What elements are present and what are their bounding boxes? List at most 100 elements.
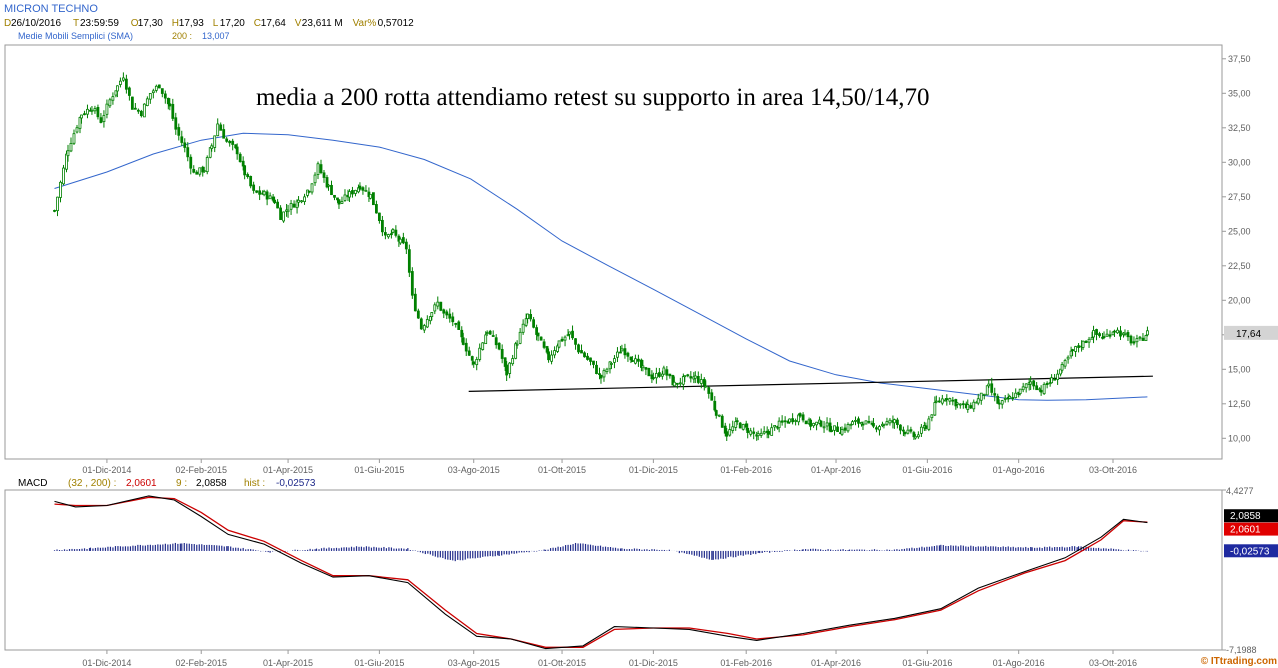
x-tick-label: 01-Dic-2014	[82, 465, 131, 475]
candle-body	[1098, 333, 1101, 337]
candle-body	[497, 342, 501, 350]
candle-body	[481, 342, 485, 350]
candle-body	[1066, 356, 1070, 360]
candle-body	[276, 201, 279, 209]
candle-body	[788, 418, 792, 423]
macd-y-tick-label: 4,4277	[1226, 486, 1254, 496]
candle-body	[62, 167, 65, 185]
candle-body	[59, 181, 62, 198]
candle-body	[213, 135, 217, 148]
price-y-tick-label: 35,00	[1228, 88, 1251, 98]
candle-body	[454, 323, 458, 325]
candle-body	[316, 163, 320, 175]
candle-body	[307, 190, 311, 193]
candle-body	[801, 414, 805, 421]
price-y-tick-label: 25,00	[1228, 226, 1251, 236]
candle-body	[413, 293, 417, 312]
candle-body	[563, 336, 567, 341]
candle-body	[508, 362, 512, 374]
candle-body	[780, 420, 784, 423]
candle-body	[500, 348, 504, 359]
candle-body	[535, 327, 539, 335]
candle-body	[854, 420, 857, 422]
candle-body	[210, 145, 214, 149]
candle-body	[566, 334, 570, 337]
candle-body	[903, 431, 907, 435]
candle-body	[154, 85, 158, 91]
candle-body	[613, 358, 616, 363]
ohlc-value: 23,611 M	[302, 18, 343, 29]
ohlc-readout: D 26/10/2016 T 23:59:59 O 17,30 H 17,93 L 17,20 C 1…	[4, 18, 414, 29]
candle-body	[704, 385, 708, 388]
candle-body	[846, 424, 850, 432]
candle-body	[273, 199, 276, 204]
x-tick-label: 01-Ago-2016	[993, 658, 1045, 668]
candle-body	[610, 363, 613, 365]
candle-body	[115, 85, 119, 92]
candle-body	[118, 80, 122, 85]
candle-body	[1102, 336, 1106, 338]
candle-body	[361, 187, 365, 191]
candle-body	[121, 77, 125, 81]
candle-body	[475, 359, 479, 366]
candle-body	[80, 114, 83, 119]
candle-body	[553, 350, 556, 356]
candle-body	[969, 405, 973, 409]
candle-body	[809, 419, 812, 427]
candle-body	[626, 352, 630, 357]
candle-body	[208, 147, 212, 158]
candle-body	[913, 435, 917, 439]
candle-body	[634, 358, 637, 364]
candle-body	[416, 310, 420, 319]
candle-body	[654, 373, 658, 379]
candle-body	[574, 338, 577, 345]
candle-body	[943, 399, 947, 402]
candle-body	[647, 367, 651, 377]
candle-body	[364, 189, 368, 192]
candle-body	[268, 195, 272, 200]
candle-body	[951, 399, 955, 402]
candle-body	[961, 403, 965, 406]
candle-body	[325, 177, 329, 188]
candle-body	[186, 147, 190, 158]
candle-body	[198, 167, 202, 175]
candle-body	[75, 127, 79, 133]
candle-body	[924, 425, 928, 429]
candle-body	[990, 383, 994, 393]
candle-body	[1056, 373, 1060, 380]
sma-value: 13,007	[202, 31, 230, 41]
x-tick-label: 01-Dic-2015	[629, 465, 678, 475]
candle-body	[616, 351, 619, 358]
candle-body	[380, 219, 384, 233]
candle-body	[860, 422, 863, 425]
candle-body	[511, 358, 515, 365]
candle-body	[641, 365, 645, 369]
macd-hist-value: -0,02573	[276, 478, 316, 489]
candle-body	[442, 309, 446, 314]
candle-body	[319, 164, 323, 174]
sma-path	[54, 132, 1148, 401]
candle-body	[686, 374, 690, 377]
candle-body	[746, 427, 750, 433]
candle-body	[762, 431, 766, 434]
candle-body	[547, 351, 550, 361]
candle-body	[93, 108, 97, 112]
candle-body	[791, 418, 795, 423]
candle-body	[1069, 350, 1073, 357]
x-tick-label: 01-Apr-2016	[811, 465, 861, 475]
ohlc-value: 17,64	[261, 18, 286, 29]
candle-body	[815, 421, 818, 426]
price-y-tick-label: 10,00	[1228, 433, 1251, 443]
candle-body	[337, 199, 341, 205]
candle-body	[348, 191, 351, 198]
last-price-label: 17,64	[1236, 329, 1261, 340]
candle-body	[139, 110, 143, 117]
x-tick-label: 01-Apr-2015	[263, 658, 313, 668]
candle-body	[358, 185, 362, 190]
candle-body	[702, 378, 706, 386]
candle-body	[735, 420, 739, 423]
candle-body	[1018, 388, 1022, 394]
macd-path	[54, 495, 1148, 650]
candle-body	[945, 398, 949, 400]
